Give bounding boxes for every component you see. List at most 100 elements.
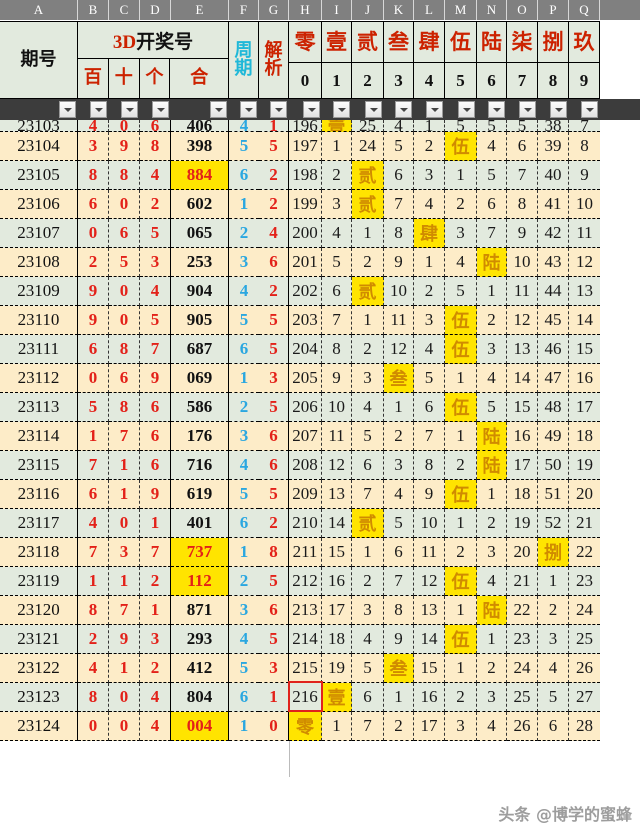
cell-val-4[interactable]: 2 bbox=[445, 683, 477, 712]
cell-analysis[interactable]: 5 bbox=[259, 132, 289, 161]
column-header-D[interactable]: D bbox=[140, 0, 171, 20]
chevron-down-icon[interactable] bbox=[426, 101, 443, 118]
cell-digit-0[interactable]: 0 bbox=[78, 712, 109, 741]
cell-val-5[interactable]: 3 bbox=[477, 335, 507, 364]
cell-val-6[interactable]: 12 bbox=[507, 306, 538, 335]
cell-cycle[interactable]: 1 bbox=[229, 190, 259, 219]
cell-val-1[interactable]: 贰 bbox=[352, 190, 384, 219]
cell-cycle[interactable]: 6 bbox=[229, 509, 259, 538]
cell-digit-1[interactable]: 8 bbox=[109, 161, 140, 190]
cell-val-6[interactable]: 11 bbox=[507, 277, 538, 306]
cell-val-5[interactable]: 3 bbox=[477, 538, 507, 567]
table-row[interactable]: 23124 0 0 4 004 1 0 零 1 7 2 17 3 4 26 6 28 bbox=[0, 712, 640, 741]
cell-index[interactable]: 202 bbox=[289, 277, 322, 306]
cell-val-0[interactable]: 1 bbox=[322, 712, 352, 741]
cell-digit-0[interactable]: 9 bbox=[78, 277, 109, 306]
cell-val-0[interactable]: 12 bbox=[322, 451, 352, 480]
cell-period[interactable]: 23114 bbox=[0, 422, 78, 451]
cell-val-4[interactable]: 3 bbox=[445, 712, 477, 741]
cell-val-5[interactable]: 5 bbox=[477, 393, 507, 422]
autofilter-button-N[interactable] bbox=[477, 99, 507, 120]
cell-analysis[interactable]: 3 bbox=[259, 364, 289, 393]
cell-val-8[interactable]: 19 bbox=[569, 451, 600, 480]
cell-val-2[interactable]: 4 bbox=[384, 120, 414, 132]
cell-digit-2[interactable]: 6 bbox=[140, 120, 171, 132]
cell-sum[interactable]: 069 bbox=[171, 364, 229, 393]
cell-val-8[interactable]: 7 bbox=[569, 120, 600, 132]
cell-period[interactable]: 23106 bbox=[0, 190, 78, 219]
cell-val-7[interactable]: 52 bbox=[538, 509, 569, 538]
cell-val-1[interactable]: 2 bbox=[352, 248, 384, 277]
chevron-down-icon[interactable] bbox=[59, 101, 76, 118]
cell-val-1[interactable]: 贰 bbox=[352, 509, 384, 538]
cell-digit-0[interactable]: 2 bbox=[78, 248, 109, 277]
cell-val-0[interactable]: 9 bbox=[322, 364, 352, 393]
cell-val-7[interactable]: 38 bbox=[538, 120, 569, 132]
cell-val-5[interactable]: 4 bbox=[477, 364, 507, 393]
cell-digit-1[interactable]: 6 bbox=[109, 364, 140, 393]
cell-digit-0[interactable]: 6 bbox=[78, 480, 109, 509]
cell-val-7[interactable]: 2 bbox=[538, 596, 569, 625]
cell-digit-1[interactable]: 9 bbox=[109, 132, 140, 161]
cell-digit-2[interactable]: 5 bbox=[140, 219, 171, 248]
cell-cycle[interactable]: 5 bbox=[229, 654, 259, 683]
cell-val-5[interactable]: 1 bbox=[477, 480, 507, 509]
cell-val-1[interactable]: 1 bbox=[352, 306, 384, 335]
cell-val-2[interactable]: 9 bbox=[384, 625, 414, 654]
column-header-I[interactable]: I bbox=[322, 0, 352, 20]
cell-cycle[interactable]: 2 bbox=[229, 219, 259, 248]
chevron-down-icon[interactable] bbox=[270, 101, 287, 118]
cell-val-6[interactable]: 7 bbox=[507, 161, 538, 190]
cell-digit-0[interactable]: 8 bbox=[78, 161, 109, 190]
cell-val-3[interactable]: 5 bbox=[414, 364, 445, 393]
cell-val-4[interactable]: 1 bbox=[445, 509, 477, 538]
cell-sum[interactable]: 871 bbox=[171, 596, 229, 625]
column-header-B[interactable]: B bbox=[78, 0, 109, 20]
cell-analysis[interactable]: 2 bbox=[259, 277, 289, 306]
cell-sum[interactable]: 253 bbox=[171, 248, 229, 277]
cell-digit-1[interactable]: 9 bbox=[109, 625, 140, 654]
cell-digit-0[interactable]: 4 bbox=[78, 509, 109, 538]
table-row[interactable]: 23108 2 5 3 253 3 6 201 5 2 9 1 4 陆 10 43 12 bbox=[0, 248, 640, 277]
cell-val-7[interactable]: 42 bbox=[538, 219, 569, 248]
cell-val-1[interactable]: 2 bbox=[352, 567, 384, 596]
autofilter-button-K[interactable] bbox=[384, 99, 414, 120]
cell-val-3[interactable]: 17 bbox=[414, 712, 445, 741]
cell-val-5[interactable]: 2 bbox=[477, 654, 507, 683]
cell-digit-0[interactable]: 4 bbox=[78, 120, 109, 132]
cell-val-0[interactable]: 10 bbox=[322, 393, 352, 422]
cell-index[interactable]: 199 bbox=[289, 190, 322, 219]
cell-period[interactable]: 23124 bbox=[0, 712, 78, 741]
cell-val-8[interactable]: 17 bbox=[569, 393, 600, 422]
cell-val-8[interactable]: 11 bbox=[569, 219, 600, 248]
cell-val-6[interactable]: 23 bbox=[507, 625, 538, 654]
autofilter-button-O[interactable] bbox=[507, 99, 538, 120]
cell-digit-1[interactable]: 6 bbox=[109, 219, 140, 248]
cell-analysis[interactable]: 4 bbox=[259, 219, 289, 248]
cell-val-4[interactable]: 1 bbox=[445, 596, 477, 625]
cell-sum[interactable]: 398 bbox=[171, 132, 229, 161]
cell-val-5[interactable]: 2 bbox=[477, 509, 507, 538]
cell-sum[interactable]: 884 bbox=[171, 161, 229, 190]
cell-val-3[interactable]: 2 bbox=[414, 132, 445, 161]
chevron-down-icon[interactable] bbox=[303, 101, 320, 118]
cell-val-4[interactable]: 伍 bbox=[445, 335, 477, 364]
cell-val-2[interactable]: 4 bbox=[384, 480, 414, 509]
cell-index[interactable]: 214 bbox=[289, 625, 322, 654]
cell-val-4[interactable]: 2 bbox=[445, 190, 477, 219]
cell-val-2[interactable]: 1 bbox=[384, 393, 414, 422]
cell-sum[interactable]: 586 bbox=[171, 393, 229, 422]
cell-val-8[interactable]: 28 bbox=[569, 712, 600, 741]
cell-val-7[interactable]: 3 bbox=[538, 625, 569, 654]
chevron-down-icon[interactable] bbox=[519, 101, 536, 118]
cell-period[interactable]: 23110 bbox=[0, 306, 78, 335]
cell-val-3[interactable]: 10 bbox=[414, 509, 445, 538]
cell-val-3[interactable]: 14 bbox=[414, 625, 445, 654]
cell-val-3[interactable]: 6 bbox=[414, 393, 445, 422]
cell-index[interactable]: 201 bbox=[289, 248, 322, 277]
cell-val-0[interactable]: 壹 bbox=[322, 683, 352, 712]
table-row[interactable]: 23120 8 7 1 871 3 6 213 17 3 8 13 1 陆 22 2 24 bbox=[0, 596, 640, 625]
cell-index[interactable]: 213 bbox=[289, 596, 322, 625]
cell-val-8[interactable]: 9 bbox=[569, 161, 600, 190]
cell-val-3[interactable]: 3 bbox=[414, 306, 445, 335]
